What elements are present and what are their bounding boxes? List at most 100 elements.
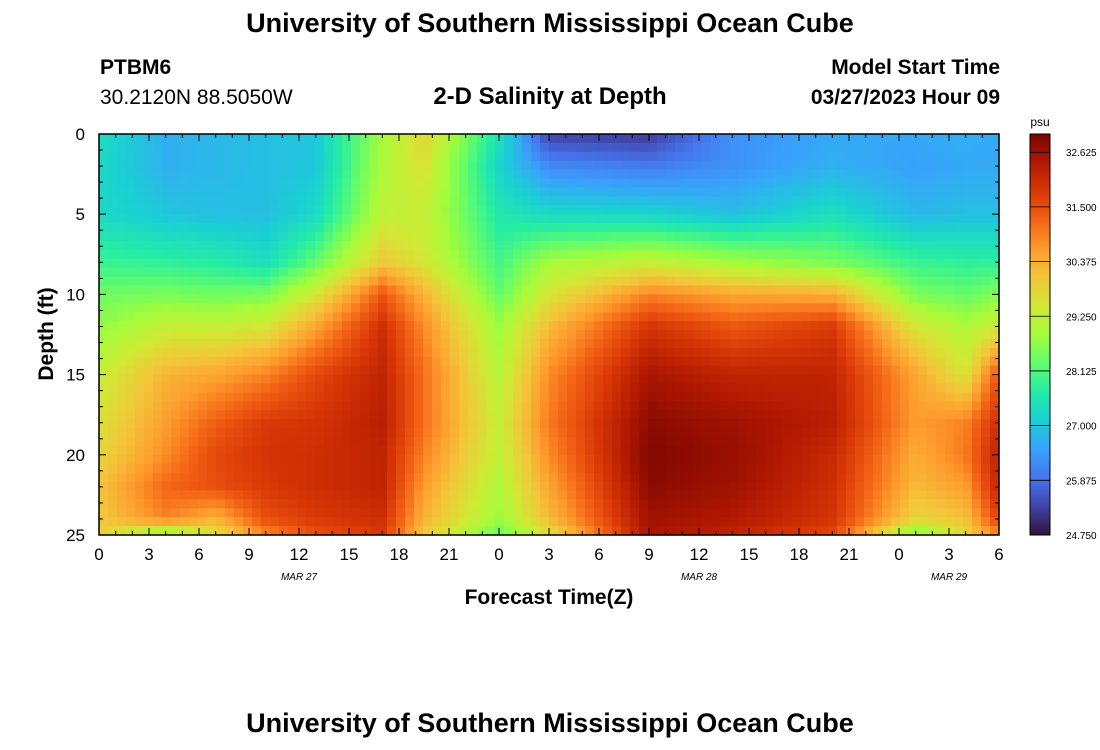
heatmap-cell [99, 419, 109, 429]
heatmap-cell [288, 134, 298, 144]
heatmap-cell [144, 374, 154, 385]
heatmap-cell [189, 196, 199, 206]
heatmap-cell [495, 347, 505, 358]
heatmap-cell [675, 463, 685, 474]
heatmap-cell [558, 436, 568, 447]
heatmap-cell [603, 205, 613, 215]
heatmap-cell [270, 169, 280, 180]
heatmap-cell [306, 347, 316, 358]
heatmap-cell [675, 285, 685, 295]
heatmap-cell [621, 178, 631, 189]
heatmap-cell [126, 392, 136, 402]
heatmap-cell [756, 356, 766, 367]
heatmap-cell [792, 392, 802, 402]
heatmap-cell [252, 223, 262, 233]
heatmap-cell [603, 258, 613, 269]
heatmap-cell [567, 374, 577, 385]
heatmap-cell [918, 481, 928, 492]
heatmap-cell [639, 330, 649, 340]
heatmap-cell [351, 160, 361, 171]
heatmap-cell [495, 463, 505, 474]
heatmap-cell [396, 294, 406, 304]
heatmap-cell [342, 419, 352, 429]
heatmap-cell [216, 401, 226, 411]
heatmap-cell [522, 142, 532, 153]
heatmap-cell [846, 214, 856, 224]
heatmap-cell [549, 338, 559, 349]
heatmap-cell [243, 312, 253, 322]
heatmap-cell [297, 445, 307, 456]
heatmap-cell [99, 347, 109, 358]
heatmap-cell [576, 169, 586, 180]
heatmap-cell [576, 490, 586, 500]
heatmap-cell [783, 356, 793, 367]
heatmap-cell [279, 169, 289, 180]
heatmap-cell [234, 151, 244, 162]
heatmap-cell [963, 392, 973, 402]
heatmap-cell [432, 249, 442, 260]
heatmap-cell [621, 249, 631, 260]
heatmap-cell [324, 160, 334, 171]
heatmap-cell [450, 196, 460, 206]
heatmap-cell [972, 472, 982, 483]
heatmap-cell [513, 267, 523, 278]
heatmap-cell [261, 276, 271, 287]
heatmap-cell [360, 258, 370, 269]
heatmap-cell [432, 445, 442, 456]
heatmap-cell [306, 436, 316, 447]
heatmap-cell [747, 169, 757, 180]
heatmap-cell [459, 330, 469, 340]
heatmap-cell [549, 151, 559, 162]
heatmap-cell [648, 365, 658, 376]
heatmap-cell [747, 330, 757, 340]
heatmap-cell [621, 410, 631, 420]
heatmap-cell [765, 383, 775, 394]
heatmap-cell [126, 321, 136, 331]
heatmap-cell [666, 258, 676, 269]
heatmap-cell [765, 214, 775, 224]
heatmap-cell [207, 285, 217, 295]
heatmap-cell [693, 428, 703, 438]
heatmap-cell [981, 356, 991, 367]
heatmap-cell [144, 249, 154, 260]
heatmap-cell [99, 285, 109, 295]
heatmap-cell [675, 526, 685, 536]
heatmap-cell [891, 365, 901, 376]
heatmap-cell [459, 223, 469, 233]
heatmap-cell [405, 338, 415, 349]
heatmap-cell [477, 436, 487, 447]
heatmap-cell [810, 454, 820, 465]
heatmap-cell [819, 223, 829, 233]
heatmap-cell [657, 499, 667, 509]
heatmap-cell [783, 285, 793, 295]
heatmap-cell [297, 490, 307, 500]
heatmap-cell [783, 392, 793, 402]
heatmap-cell [279, 294, 289, 304]
heatmap-cell [927, 374, 937, 385]
heatmap-cell [585, 490, 595, 500]
heatmap-cell [324, 401, 334, 411]
heatmap-cell [873, 303, 883, 313]
heatmap-cell [576, 214, 586, 224]
heatmap-cell [756, 240, 766, 251]
heatmap-cell [612, 508, 622, 518]
heatmap-cell [360, 151, 370, 162]
heatmap-cell [585, 463, 595, 474]
heatmap-cell [486, 303, 496, 313]
heatmap-cell [657, 142, 667, 153]
heatmap-cell [990, 526, 1000, 536]
heatmap-cell [648, 214, 658, 224]
heatmap-cell [657, 285, 667, 295]
heatmap-cell [981, 276, 991, 287]
heatmap-cell [666, 401, 676, 411]
heatmap-cell [945, 472, 955, 483]
heatmap-cell [513, 401, 523, 411]
heatmap-cell [747, 187, 757, 197]
heatmap-cell [459, 134, 469, 144]
heatmap-cell [297, 232, 307, 242]
heatmap-cell [918, 419, 928, 429]
heatmap-cell [909, 374, 919, 385]
heatmap-cell [756, 490, 766, 500]
heatmap-cell [684, 490, 694, 500]
heatmap-cell [819, 303, 829, 313]
